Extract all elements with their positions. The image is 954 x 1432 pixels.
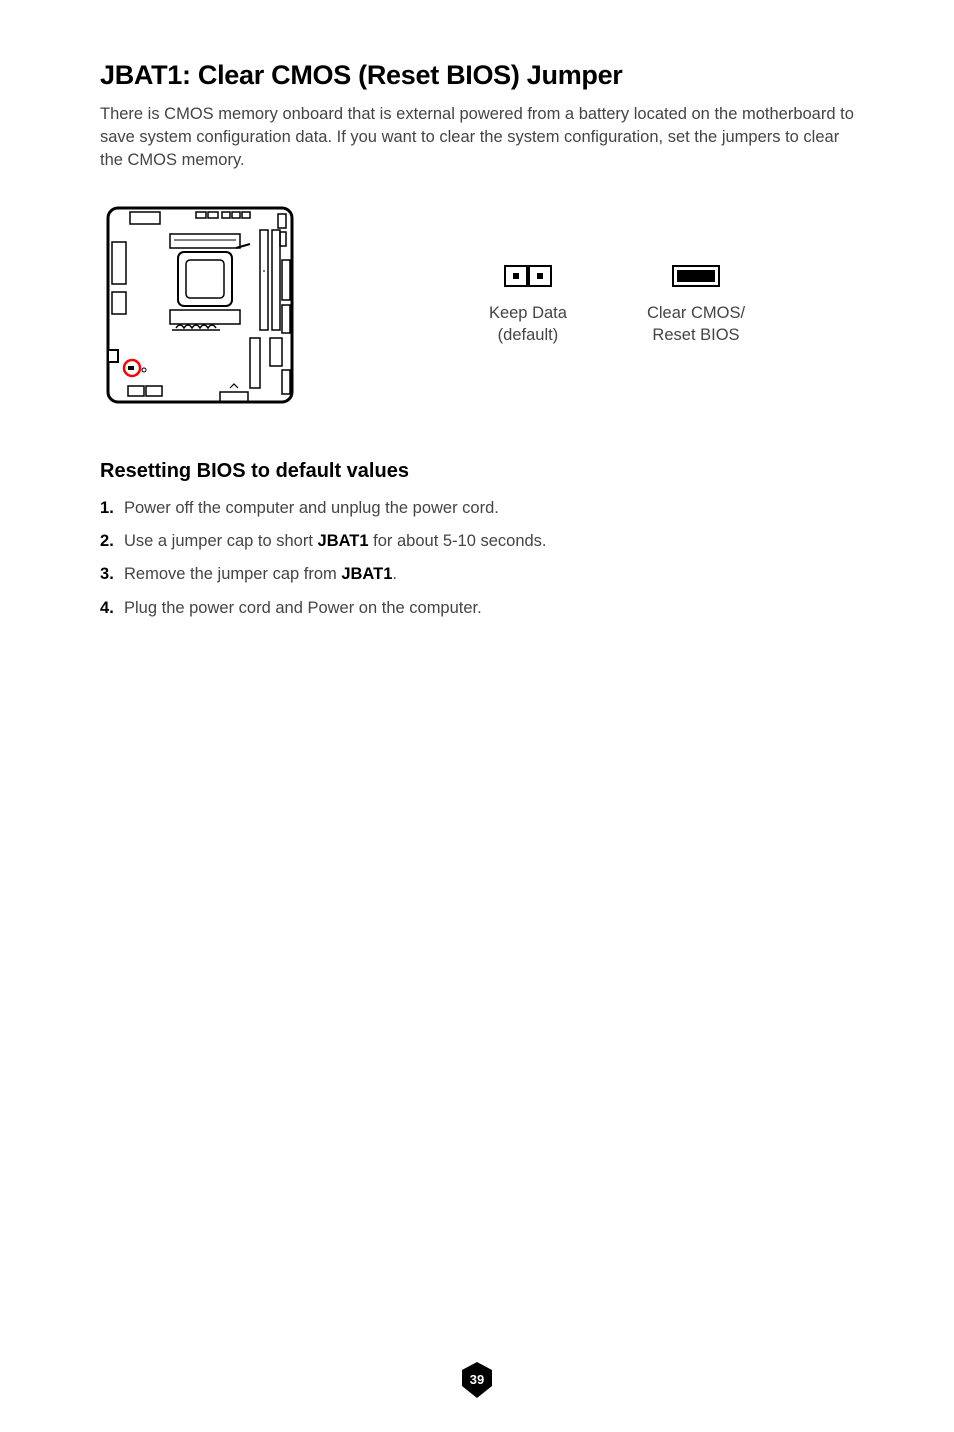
step-item: Power off the computer and unplug the po… <box>100 497 854 520</box>
jumper-clear-cmos: Clear CMOS/ Reset BIOS <box>647 264 745 347</box>
intro-paragraph: There is CMOS memory onboard that is ext… <box>100 103 854 172</box>
jumper-clear-label: Clear CMOS/ Reset BIOS <box>647 302 745 347</box>
jumper-keep-data: Keep Data (default) <box>489 264 567 347</box>
jumper-shorted-icon <box>671 264 721 288</box>
step-item: Use a jumper cap to short JBAT1 for abou… <box>100 530 854 553</box>
page-title: JBAT1: Clear CMOS (Reset BIOS) Jumper <box>100 60 854 91</box>
step-item: Remove the jumper cap from JBAT1. <box>100 563 854 586</box>
steps-heading: Resetting BIOS to default values <box>100 460 854 483</box>
jumper-keep-label: Keep Data (default) <box>489 302 567 347</box>
steps-list: Power off the computer and unplug the po… <box>100 497 854 619</box>
diagram-row: Keep Data (default) Clear CMOS/ Reset BI… <box>100 200 854 410</box>
page-number: 39 <box>470 1372 484 1387</box>
jumper-states: Keep Data (default) Clear CMOS/ Reset BI… <box>380 264 854 347</box>
motherboard-diagram <box>100 200 300 410</box>
step-item: Plug the power cord and Power on the com… <box>100 597 854 620</box>
jumper-open-icon <box>503 264 553 288</box>
page-number-badge: 39 <box>459 1360 495 1400</box>
